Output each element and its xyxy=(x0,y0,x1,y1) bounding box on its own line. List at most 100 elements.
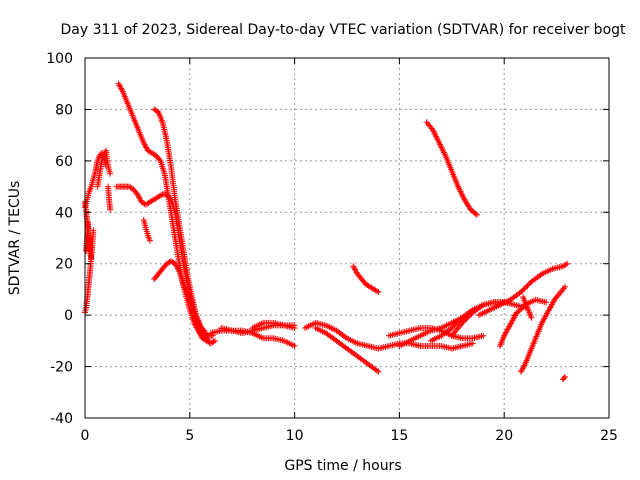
data-point xyxy=(465,313,472,320)
y-tick-label: 80 xyxy=(55,102,73,118)
series-arc17 xyxy=(350,263,382,295)
data-point xyxy=(537,272,544,279)
series-arc19 xyxy=(423,119,480,218)
data-point xyxy=(459,319,466,326)
y-axis-title: SDTVAR / TECUs xyxy=(7,181,23,296)
series-arc3 xyxy=(82,227,97,316)
data-point xyxy=(473,211,480,218)
plot-frame xyxy=(84,57,610,419)
data-point xyxy=(517,289,524,295)
data-point xyxy=(373,367,380,374)
x-tick-label: 25 xyxy=(600,428,618,444)
data-point xyxy=(516,307,523,313)
data-point xyxy=(523,283,530,290)
data-point xyxy=(560,375,567,382)
data-point xyxy=(107,206,114,213)
data-point xyxy=(455,318,462,325)
data-point xyxy=(451,322,458,329)
data-point xyxy=(291,343,298,349)
data-point xyxy=(467,312,474,319)
series-arc26 xyxy=(517,283,568,375)
data-point xyxy=(514,309,521,316)
data-point xyxy=(456,317,463,324)
series-arc24 xyxy=(497,309,520,349)
series-arc14 xyxy=(249,319,298,331)
y-tick-label: 100 xyxy=(46,51,73,67)
series-arc13 xyxy=(218,325,298,349)
data-point xyxy=(562,261,569,268)
data-point xyxy=(528,314,535,321)
data-point xyxy=(524,282,531,289)
x-axis-title: GPS time / hours xyxy=(284,458,401,474)
data-point xyxy=(469,340,476,347)
data-point xyxy=(166,195,173,202)
data-point xyxy=(478,302,485,309)
data-point xyxy=(561,373,568,380)
y-tick-label: -20 xyxy=(50,360,73,376)
data-point xyxy=(454,319,461,326)
data-point xyxy=(511,312,518,319)
series-arc28 xyxy=(559,373,568,383)
data-point xyxy=(452,321,459,328)
data-point xyxy=(158,192,165,199)
data-point xyxy=(461,317,468,324)
data-point xyxy=(472,210,479,217)
data-point xyxy=(205,337,212,344)
data-point xyxy=(460,318,467,325)
series-arc27 xyxy=(520,294,535,321)
data-point xyxy=(211,337,218,344)
data-point xyxy=(374,288,381,295)
y-tick-label: -40 xyxy=(50,411,73,427)
x-tick-label: 15 xyxy=(390,428,408,444)
grid xyxy=(85,58,609,418)
series-arc11 xyxy=(151,258,208,334)
data-point xyxy=(201,327,208,334)
x-tick-label: 10 xyxy=(286,428,304,444)
data-point xyxy=(375,368,382,375)
data-point xyxy=(520,286,527,293)
x-tick-label: 5 xyxy=(185,428,194,444)
data-point xyxy=(448,325,455,331)
data-point xyxy=(342,334,349,341)
data-point xyxy=(464,314,471,321)
y-tick-label: 40 xyxy=(55,205,73,221)
data-point xyxy=(90,227,97,234)
data-point xyxy=(200,326,207,333)
data-point xyxy=(564,260,571,267)
data-point xyxy=(210,338,217,345)
data-point xyxy=(146,237,153,244)
y-tick-label: 0 xyxy=(64,308,73,324)
y-tick-label: 60 xyxy=(55,154,73,170)
x-tick-label: 0 xyxy=(81,428,90,444)
data-point xyxy=(87,247,94,254)
data-points xyxy=(82,80,571,383)
data-point xyxy=(463,316,470,322)
y-tick-label: 20 xyxy=(55,257,73,273)
data-point xyxy=(291,325,298,331)
series-arc16 xyxy=(312,325,382,375)
x-tick-label: 20 xyxy=(495,428,513,444)
data-point xyxy=(156,156,163,163)
series-arc15 xyxy=(302,319,476,352)
series-arc5 xyxy=(94,147,114,190)
chart-title: Day 311 of 2023, Sidereal Day-to-day VTE… xyxy=(60,22,626,38)
ticks: 0 5 10 15 20 25 -40 -20 0 20 40 60 80 100 xyxy=(46,51,618,444)
data-point xyxy=(480,332,487,339)
data-point xyxy=(518,305,525,312)
series-arc23 xyxy=(476,260,571,319)
data-point xyxy=(543,299,550,306)
data-point xyxy=(519,287,526,294)
data-point xyxy=(515,308,522,315)
series-arc6 xyxy=(105,183,114,213)
data-point xyxy=(375,289,382,295)
data-point xyxy=(450,323,457,330)
data-point xyxy=(512,310,519,317)
data-point xyxy=(204,336,211,343)
data-point xyxy=(525,281,532,288)
series-arc9 xyxy=(140,217,153,244)
data-point xyxy=(107,170,114,177)
data-point xyxy=(561,283,568,290)
data-point xyxy=(521,285,528,292)
